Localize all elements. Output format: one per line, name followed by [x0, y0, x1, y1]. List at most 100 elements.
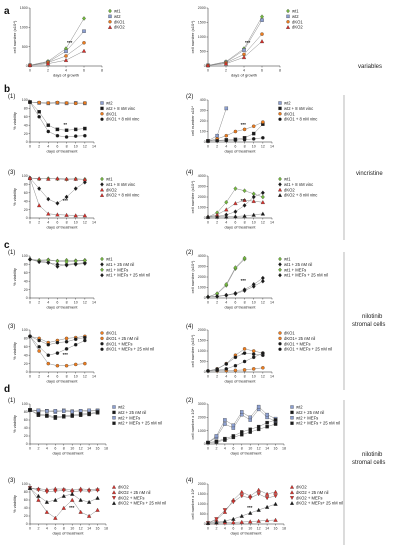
legend-entry: wt1 — [284, 257, 291, 262]
y-tick-label: 40 — [24, 426, 28, 430]
data-point — [260, 194, 265, 200]
y-tick-label: 20 — [24, 434, 28, 438]
data-point — [83, 338, 87, 343]
side-label-vincristine: vincristine — [356, 171, 383, 177]
data-point — [73, 176, 78, 181]
data-point — [62, 414, 66, 418]
legend-marker — [100, 112, 104, 116]
data-point — [55, 340, 60, 345]
data-point — [260, 32, 264, 36]
chart-a2: 0 500 1000 1500 2000 0 2 4 6 8 days of growth cell … — [190, 6, 303, 77]
legend-entry: dKO1 — [106, 331, 117, 336]
chart-sublabel: (4) — [186, 478, 193, 484]
x-tick-label: 10 — [252, 375, 256, 379]
x-tick-label: 8 — [244, 145, 246, 149]
legend-entry: dKO2 — [284, 187, 295, 192]
legend-entry: dKO1 + 8 nM vinc — [106, 117, 139, 122]
legend-marker — [278, 342, 282, 346]
legend-marker — [99, 193, 105, 197]
y-tick-label: 80 — [24, 263, 28, 267]
data-point — [45, 61, 51, 66]
data-point — [251, 367, 256, 371]
x-tick-label: 14 — [87, 527, 91, 531]
x-tick-label: 14 — [270, 375, 274, 379]
legend-marker — [100, 267, 104, 272]
y-tick-label: 0 — [204, 522, 206, 526]
legend-entry: wt1 + 8 nM vinc — [106, 182, 135, 187]
x-tick-label: 8 — [66, 301, 68, 305]
data-point — [264, 491, 270, 496]
legend-entry: dKO1 — [106, 111, 117, 116]
y-tick-label: 1000 — [198, 429, 206, 433]
y-tick-label: 0 — [26, 370, 28, 374]
data-point — [223, 422, 227, 426]
data-point — [256, 492, 261, 497]
x-tick-label: 4 — [225, 301, 227, 305]
data-point — [231, 423, 236, 428]
data-point — [64, 347, 69, 351]
legend-entry: wt1 — [292, 9, 299, 14]
data-point — [242, 213, 247, 218]
x-tick-label: 8 — [66, 221, 68, 225]
data-point — [73, 127, 78, 132]
x-tick-label: 2 — [215, 527, 217, 531]
legend-marker — [278, 331, 282, 335]
y-tick-label: 3000 — [198, 402, 206, 406]
series-line-0 — [207, 258, 245, 298]
legend-marker — [99, 187, 105, 192]
data-point — [265, 420, 269, 425]
y-tick-label: 500 — [22, 45, 28, 49]
data-point — [36, 412, 41, 416]
legend-marker — [112, 410, 116, 415]
data-point — [273, 489, 278, 494]
data-point — [82, 41, 86, 45]
data-point — [223, 436, 227, 441]
data-point — [242, 197, 247, 202]
data-point — [64, 101, 69, 105]
x-tick-label: 6 — [232, 447, 234, 451]
x-tick-label: 0 — [29, 221, 31, 225]
y-tick-label: 60 — [24, 418, 28, 422]
data-point — [36, 408, 41, 413]
x-tick-label: 14 — [265, 527, 269, 531]
chart-c4: (4) 0 500 1000 1500 2000 0 2 4 6 8 10 12 14 days of tr… — [186, 324, 332, 384]
data-point — [273, 517, 278, 522]
data-point — [53, 415, 58, 419]
x-tick-label: 2 — [37, 447, 39, 451]
legend-entry: wt1 — [114, 9, 121, 14]
data-point — [233, 265, 238, 270]
data-point — [231, 516, 236, 521]
x-tick-label: 14 — [265, 447, 269, 451]
data-point — [83, 101, 87, 105]
data-point — [64, 212, 69, 217]
legend-entry: dKO2 + 8 nM vinc — [284, 193, 317, 198]
x-tick-label: 12 — [83, 301, 87, 305]
data-point — [45, 413, 49, 417]
data-point — [224, 214, 229, 219]
data-point — [264, 504, 270, 509]
series-line-1 — [29, 177, 85, 204]
legend-entry: wt2 — [292, 14, 299, 19]
legend-marker — [289, 501, 295, 505]
x-tick-label: 4 — [225, 221, 227, 225]
legend-entry: dKO1+ 25 nM nil — [284, 336, 315, 341]
chart-sublabel: (1) — [8, 250, 15, 256]
legend-marker — [278, 262, 282, 267]
x-tick-label: 14 — [270, 221, 274, 225]
legend-entry: dKO2 — [296, 485, 307, 490]
data-point — [242, 48, 246, 52]
data-point — [45, 409, 49, 413]
legend-entry: wt2 — [118, 405, 125, 410]
data-point — [260, 14, 264, 20]
x-tick-label: 0 — [207, 69, 209, 73]
x-tick-label: 2 — [215, 447, 217, 451]
y-axis-label: cell number x 10⁴ — [190, 488, 195, 519]
legend-marker — [111, 484, 117, 489]
data-point — [95, 507, 100, 512]
y-tick-label: 0 — [204, 370, 206, 374]
y-tick-label: 0 — [204, 216, 206, 220]
data-point — [260, 200, 266, 205]
data-point — [86, 513, 92, 518]
data-point — [233, 209, 238, 215]
